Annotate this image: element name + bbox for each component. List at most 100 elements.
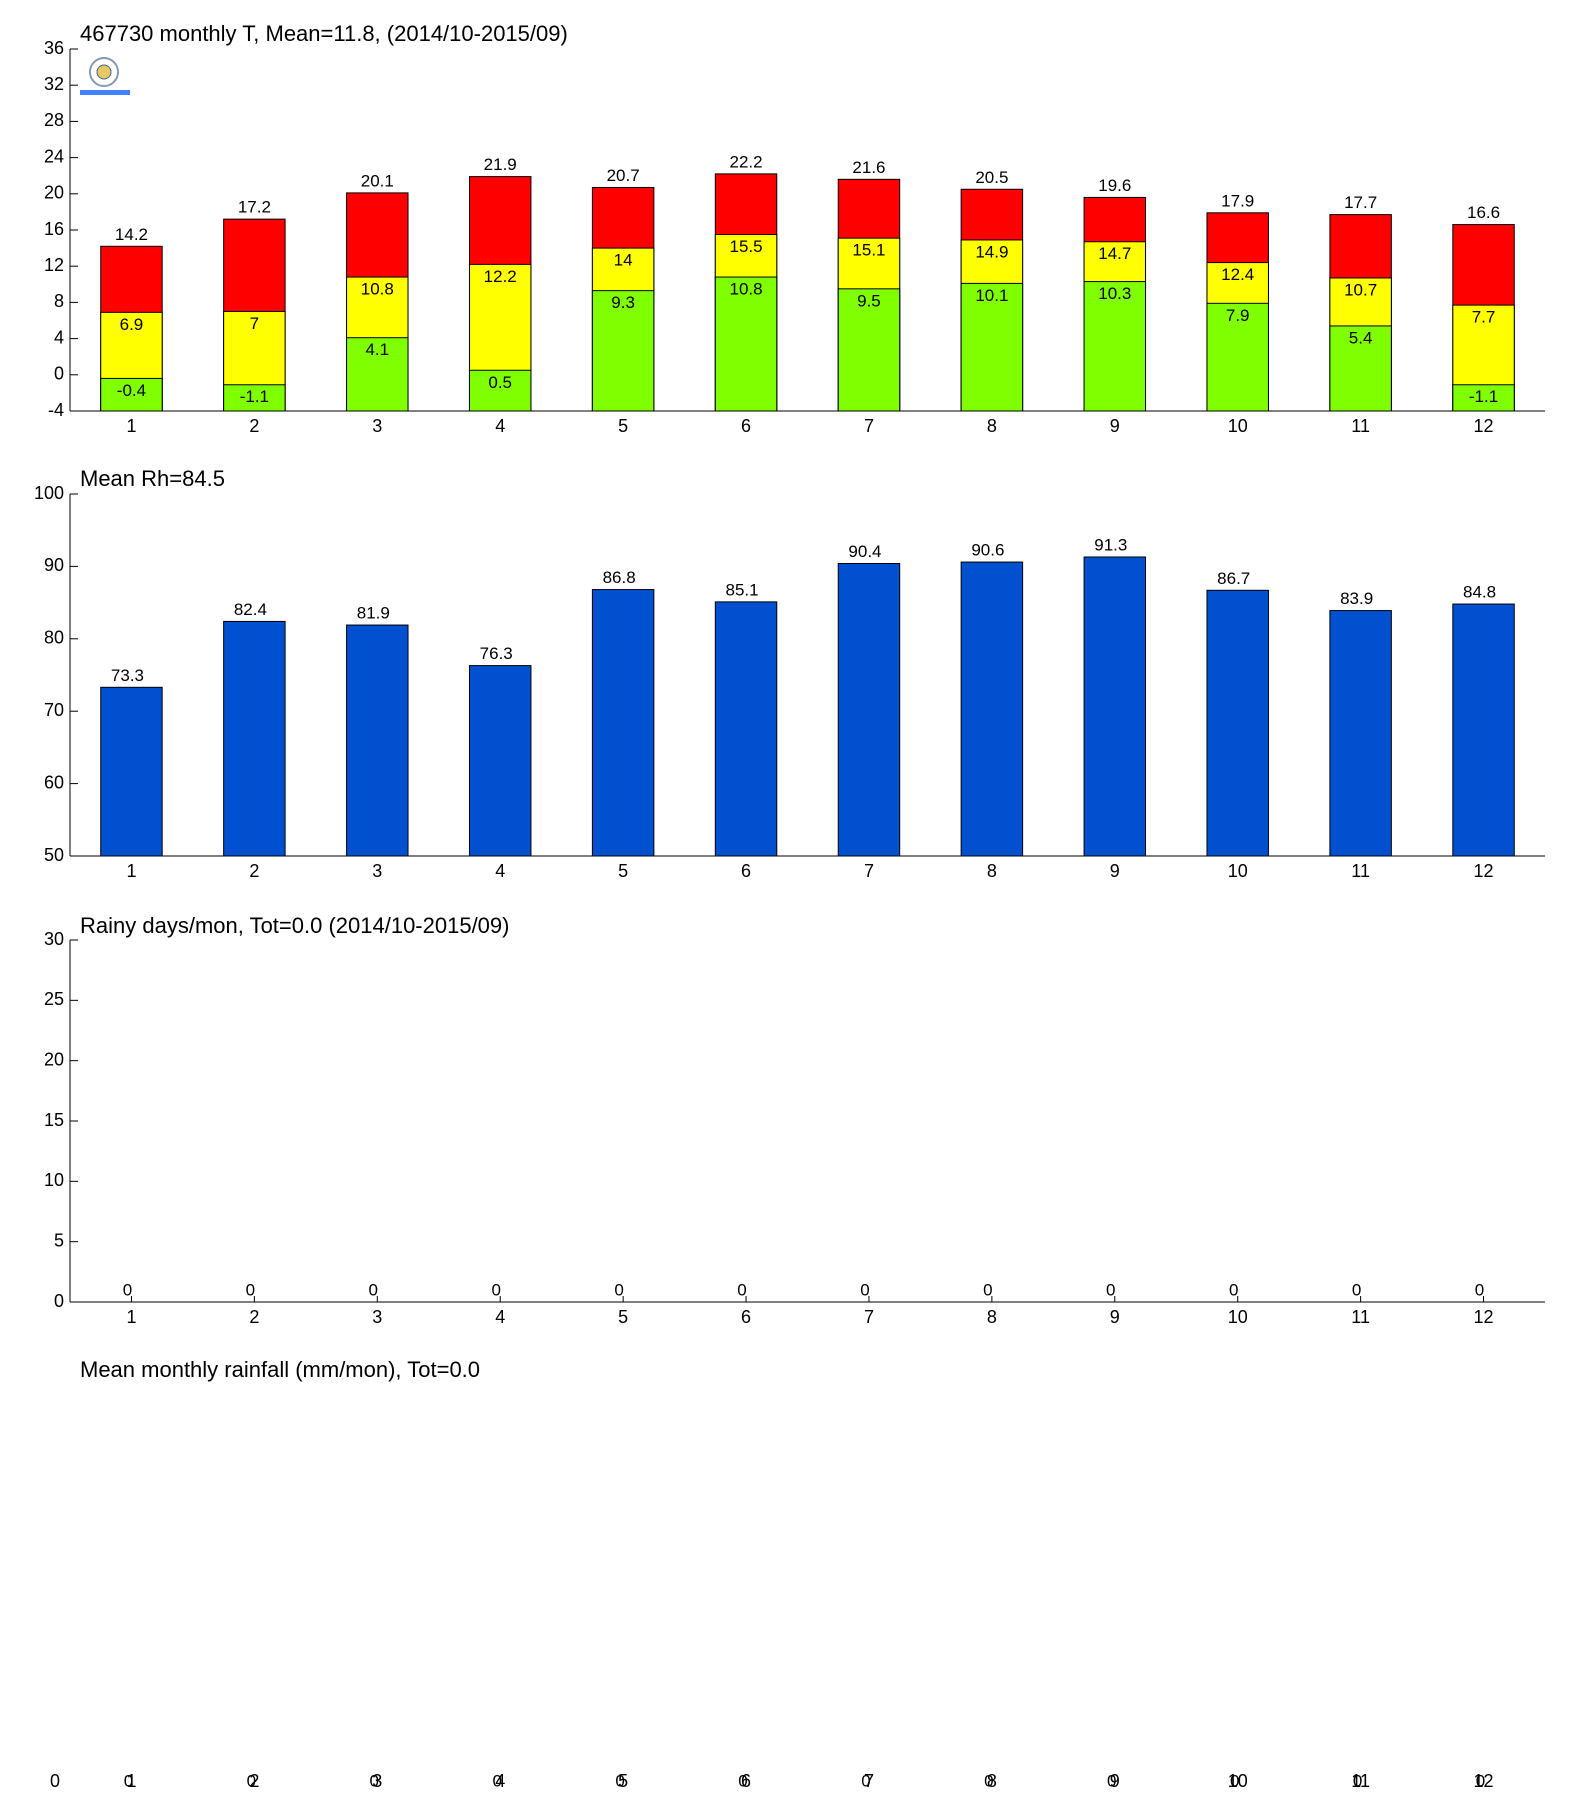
x-tick-label: 12 — [1474, 416, 1494, 436]
bar — [1206, 302, 1269, 412]
value-label: 81.9 — [357, 604, 390, 623]
chart-title: Mean Rh=84.5 — [80, 466, 225, 491]
x-tick-label: 7 — [864, 416, 874, 436]
chart-title: 467730 monthly T, Mean=11.8, (2014/10-20… — [80, 21, 568, 46]
y-tick-label: 70 — [44, 700, 64, 720]
value-label: 12.2 — [484, 267, 517, 286]
value-label: 0 — [1106, 1280, 1115, 1299]
bar — [591, 589, 655, 857]
x-tick-label: 7 — [864, 861, 874, 881]
value-label: 6.9 — [120, 315, 144, 334]
value-label: 86.8 — [603, 568, 636, 587]
x-tick-label: 5 — [618, 1771, 628, 1791]
value-label: 0 — [370, 1771, 379, 1790]
x-tick-label: 12 — [1474, 861, 1494, 881]
value-label: 0 — [983, 1280, 992, 1299]
x-tick-label: 11 — [1351, 1307, 1370, 1327]
value-label: 14.9 — [975, 242, 1008, 261]
value-label: 0 — [860, 1280, 869, 1299]
value-label: 21.6 — [852, 158, 885, 177]
y-tick-label: 30 — [44, 929, 64, 949]
value-label: 0 — [369, 1280, 378, 1299]
x-tick-label: 2 — [249, 861, 259, 881]
bar — [714, 276, 778, 412]
value-label: 7.7 — [1472, 308, 1496, 327]
x-tick-label: 4 — [495, 416, 505, 436]
bar — [960, 282, 1024, 412]
value-label: 9.3 — [611, 293, 635, 312]
y-tick-label: 100 — [34, 483, 64, 503]
value-label: 12.4 — [1221, 265, 1254, 284]
value-label: 0 — [737, 1280, 746, 1299]
bar — [1329, 610, 1392, 857]
bar — [1206, 589, 1269, 857]
value-label: 86.7 — [1217, 569, 1250, 588]
value-label: 4.1 — [365, 340, 389, 359]
value-label: 9.5 — [857, 291, 881, 310]
value-label: 14 — [614, 251, 633, 270]
value-label: 0 — [247, 1771, 256, 1790]
y-tick-label: -4 — [48, 400, 64, 420]
y-tick-label: 80 — [44, 628, 64, 648]
value-label: 22.2 — [729, 152, 762, 171]
value-label: 0 — [1353, 1771, 1362, 1790]
bar — [1452, 603, 1515, 857]
value-label: 73.3 — [111, 666, 144, 685]
x-tick-label: 7 — [864, 1771, 874, 1791]
bar — [1083, 556, 1147, 857]
x-tick-label: 4 — [495, 1307, 505, 1327]
y-tick-label: 8 — [54, 291, 64, 311]
y-tick-label: 0 — [54, 1291, 64, 1311]
x-tick-label: 3 — [372, 1771, 382, 1791]
bar — [346, 337, 409, 412]
y-tick-label: 24 — [44, 146, 64, 166]
x-tick-label: 1 — [126, 416, 136, 436]
value-label: 0 — [1229, 1280, 1238, 1299]
x-tick-label: 6 — [741, 1307, 751, 1327]
chart-title: Rainy days/mon, Tot=0.0 (2014/10-2015/09… — [80, 913, 509, 938]
value-label: 19.6 — [1098, 176, 1131, 195]
bar — [714, 601, 778, 857]
x-tick-label: 1 — [126, 1307, 136, 1327]
x-tick-label: 10 — [1228, 861, 1248, 881]
x-tick-label: 4 — [495, 1771, 505, 1791]
bar — [960, 561, 1024, 857]
x-tick-label: 1 — [126, 861, 136, 881]
x-tick-label: 10 — [1228, 1307, 1248, 1327]
y-tick-label: 15 — [44, 1110, 64, 1130]
bar — [591, 290, 655, 412]
value-label: 84.8 — [1463, 583, 1496, 602]
bar — [837, 288, 901, 412]
x-tick-label: 6 — [741, 1771, 751, 1791]
value-label: 82.4 — [234, 600, 267, 619]
value-label: 0 — [492, 1771, 501, 1790]
y-tick-label: 60 — [44, 772, 64, 792]
value-label: 20.1 — [361, 171, 394, 190]
value-label: 0 — [861, 1771, 870, 1790]
value-label: 83.9 — [1340, 589, 1373, 608]
value-label: 5.4 — [1349, 328, 1373, 347]
value-label: 10.8 — [361, 280, 394, 299]
value-label: 85.1 — [725, 580, 758, 599]
value-label: 7.9 — [1226, 306, 1250, 325]
bar — [346, 624, 409, 857]
value-label: 76.3 — [480, 644, 513, 663]
x-tick-label: 12 — [1474, 1771, 1494, 1791]
bar — [468, 665, 532, 857]
x-tick-label: 1 — [126, 1771, 136, 1791]
y-tick-label: 0 — [54, 364, 64, 384]
x-tick-label: 8 — [987, 1771, 997, 1791]
x-tick-label: 9 — [1110, 861, 1120, 881]
x-tick-label: 5 — [618, 1307, 628, 1327]
value-label: 21.9 — [484, 155, 517, 174]
x-tick-label: 2 — [249, 416, 259, 436]
x-tick-label: 3 — [372, 861, 382, 881]
value-label: 20.5 — [975, 168, 1008, 187]
value-label: -1.1 — [240, 387, 269, 406]
x-tick-label: 11 — [1351, 416, 1370, 436]
x-tick-label: 7 — [864, 1307, 874, 1327]
value-label: 20.7 — [607, 166, 640, 185]
value-label: 0 — [1107, 1771, 1116, 1790]
x-tick-label: 11 — [1351, 861, 1370, 881]
